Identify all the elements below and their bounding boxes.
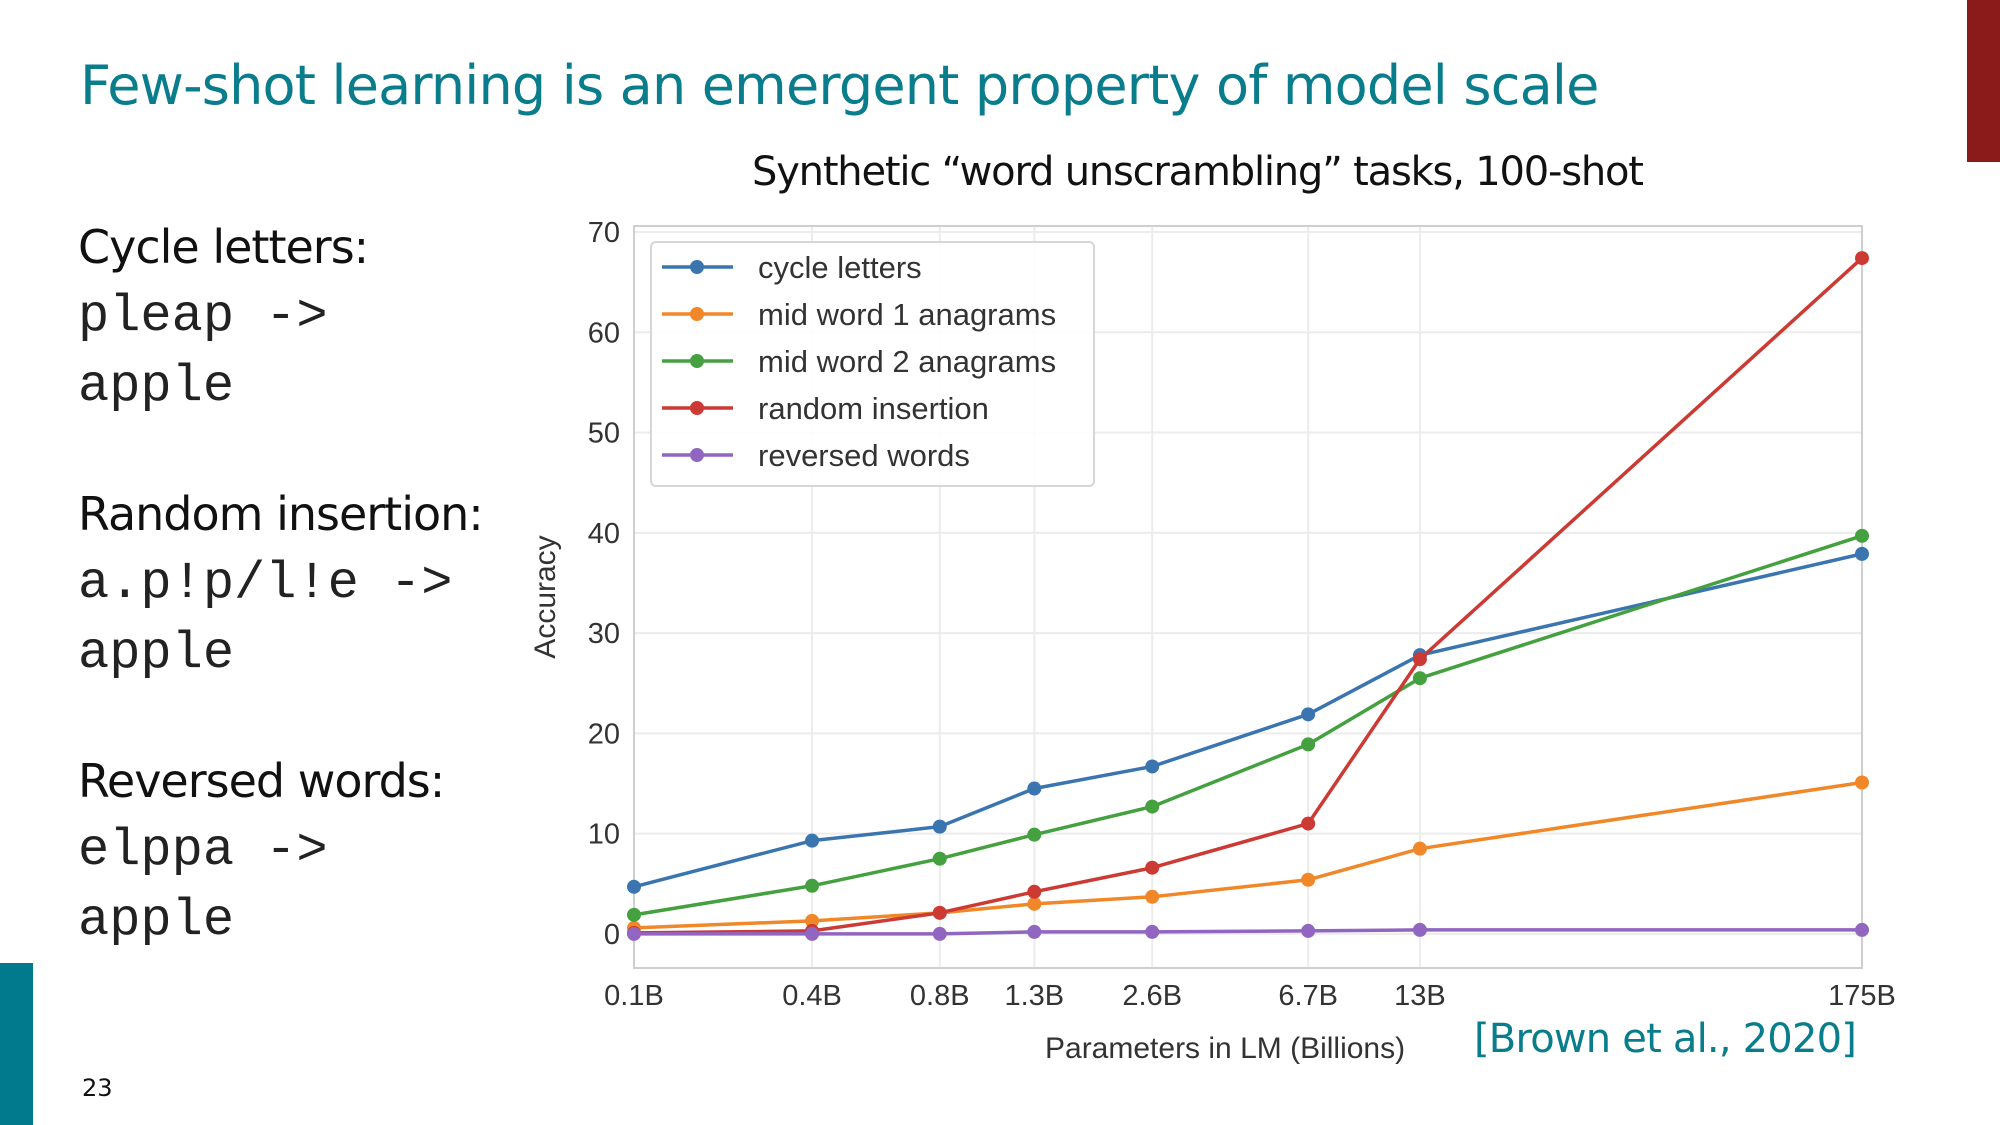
legend-label: mid word 1 anagrams [758,297,1056,332]
example-input: a.p!p/l!e -> [78,554,453,613]
example-cycle-letters: Cycle letters: pleap -> apple [78,212,483,422]
series-random-insertion [627,251,1869,940]
data-point [1145,924,1160,939]
examples-panel: Cycle letters: pleap -> apple Random ins… [78,212,484,1013]
page-number: 23 [82,1074,113,1102]
y-axis-ticks: 0 10 20 30 40 50 60 70 [588,217,620,951]
data-point [1145,799,1160,814]
x-axis-label: Parameters in LM (Billions) [1045,1032,1405,1065]
legend-box [650,241,1095,487]
chart-title: Synthetic “word unscrambling” tasks, 100… [752,149,1644,195]
x-tick-label: 175B [1828,980,1896,1012]
y-tick-label: 10 [588,819,620,851]
x-tick-label: 0.8B [910,980,970,1012]
series-reversed-words [627,922,1869,941]
legend-label: cycle letters [758,250,922,285]
citation: [Brown et al., 2020] [1474,1016,1857,1062]
x-tick-label: 1.3B [1004,980,1064,1012]
example-reversed-words: Reversed words: elppa -> apple [78,746,483,956]
x-axis-ticks: 0.1B 0.4B 0.8B 1.3B 2.6B 6.7B 13B 175B [604,980,1896,1012]
data-point [1412,671,1427,686]
data-point [1855,922,1869,937]
data-point [805,833,820,848]
chart-series [627,251,1869,941]
example-heading: Cycle letters: [78,220,369,274]
data-point [1145,759,1160,774]
data-point [1301,737,1316,752]
data-point [805,913,820,928]
y-tick-label: 40 [588,518,620,550]
accent-bar-left [0,963,33,1125]
legend-item: random insertion [662,391,989,426]
y-tick-label: 20 [588,718,620,750]
y-tick-label: 30 [588,618,620,650]
data-point [627,879,641,894]
data-point [1412,841,1427,856]
example-output: apple [78,624,235,683]
x-tick-label: 0.4B [782,980,842,1012]
x-tick-label: 13B [1394,980,1446,1012]
legend-item: mid word 2 anagrams [662,344,1056,379]
legend-label: mid word 2 anagrams [758,344,1056,379]
data-point [1027,781,1042,796]
y-tick-label: 60 [588,317,620,349]
data-point [1145,860,1160,875]
y-tick-label: 70 [588,217,620,249]
legend-item: cycle letters [662,250,922,285]
data-point [1412,922,1427,937]
data-point [1301,707,1316,722]
x-tick-label: 0.1B [604,980,664,1012]
example-output: apple [78,357,235,416]
example-input: elppa -> [78,821,328,880]
data-point [627,907,641,922]
legend-label: random insertion [758,391,989,426]
example-heading: Random insertion: [78,487,484,541]
x-tick-label: 2.6B [1122,980,1182,1012]
data-point [932,851,947,866]
series-cycle-letters [627,546,1869,894]
data-point [1027,924,1042,939]
y-tick-label: 0 [604,919,620,951]
x-tick-label: 6.7B [1278,980,1338,1012]
example-input: pleap -> [78,287,328,346]
example-heading: Reversed words: [78,754,445,808]
accent-bar-right [1967,0,2000,162]
legend-item: mid word 1 anagrams [662,297,1056,332]
slide-title: Few-shot learning is an emergent propert… [80,54,1599,117]
data-point [1855,775,1869,790]
data-point [1412,652,1427,667]
y-tick-label: 50 [588,418,620,450]
data-point [932,905,947,920]
data-point [1301,923,1316,938]
data-point [1145,889,1160,904]
plot-frame [633,225,1863,969]
legend-label: reversed words [758,438,970,473]
data-point [1855,546,1869,561]
data-point [805,926,820,941]
data-point [932,926,947,941]
chart-legend: cycle letters mid word 1 anagrams mid word… [650,241,1095,487]
data-point [932,819,947,834]
data-point [1301,816,1316,831]
legend-item: reversed words [662,438,970,473]
example-random-insertion: Random insertion: a.p!p/l!e -> apple [78,479,484,689]
data-point [1027,896,1042,911]
data-point [1855,251,1869,266]
data-point [1855,528,1869,543]
data-point [627,926,641,941]
data-point [1027,884,1042,899]
data-point [1301,872,1316,887]
data-point [1027,827,1042,842]
y-axis-label: Accuracy [529,535,562,658]
data-point [805,878,820,893]
example-output: apple [78,891,235,950]
